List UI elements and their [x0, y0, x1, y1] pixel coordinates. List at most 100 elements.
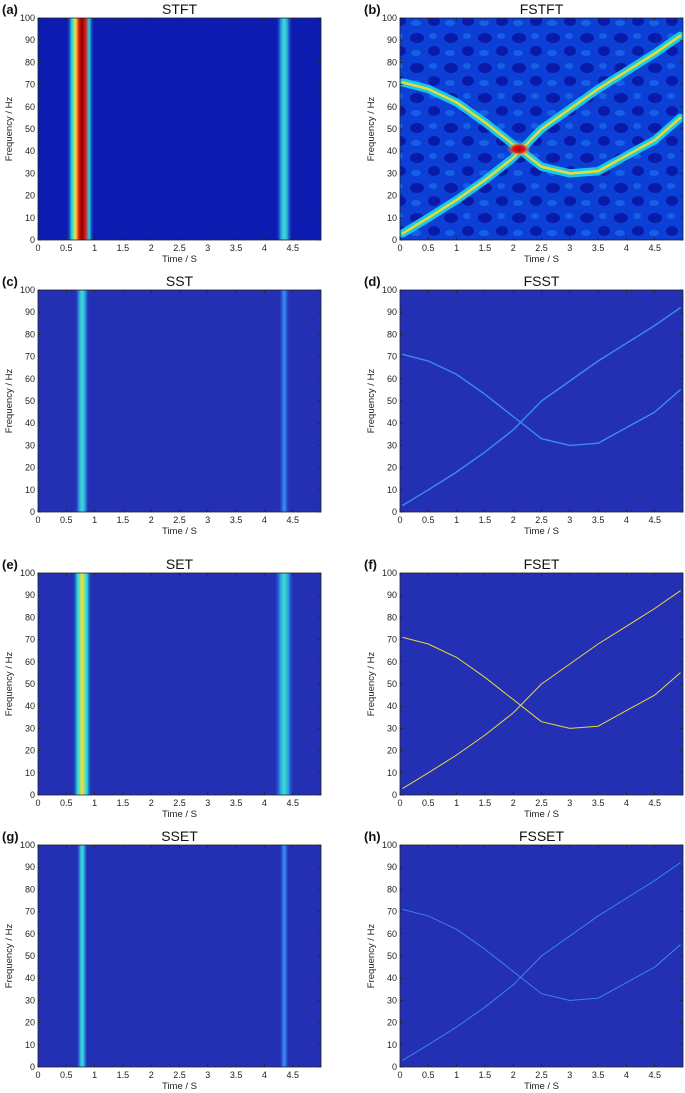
- x-tick-label: 3.5: [230, 515, 243, 525]
- x-tick-label: 0.5: [422, 243, 435, 253]
- y-tick-label: 30: [25, 168, 35, 178]
- panel-title: FSTFT: [520, 1, 564, 17]
- y-tick-label: 40: [387, 146, 397, 156]
- y-tick-label: 0: [392, 507, 397, 517]
- plot-area: [38, 845, 321, 1067]
- y-tick-label: 80: [25, 884, 35, 894]
- plot-area: [400, 845, 683, 1067]
- plot-area: [38, 290, 321, 512]
- vertical-band-0: [72, 573, 93, 795]
- y-tick-label: 20: [25, 191, 35, 201]
- x-tick-label: 4: [262, 1070, 267, 1080]
- x-tick-label: 4.5: [286, 243, 299, 253]
- panel-title: STFT: [162, 1, 197, 17]
- x-tick-label: 3.5: [592, 243, 605, 253]
- x-tick-label: 1: [454, 1070, 459, 1080]
- panel-fset: 0 0.5 1 1.5 2 2.5 3 3.5 4 4.5 0 10 20 30 40 50 60 70 80 90 1…: [364, 556, 684, 820]
- y-tick-label: 50: [25, 951, 35, 961]
- y-tick-label: 10: [25, 1040, 35, 1050]
- y-tick-label: 70: [387, 907, 397, 917]
- x-tick-label: 2.5: [173, 515, 186, 525]
- y-tick-label: 50: [387, 124, 397, 134]
- y-tick-label: 50: [25, 396, 35, 406]
- x-tick-label: 2: [149, 243, 154, 253]
- x-axis-label: Time / S: [524, 1081, 559, 1092]
- y-tick-label: 60: [387, 657, 397, 667]
- x-tick-label: 3: [567, 243, 572, 253]
- x-tick-label: 4.5: [648, 243, 661, 253]
- y-tick-label: 50: [387, 951, 397, 961]
- y-tick-label: 70: [25, 80, 35, 90]
- vertical-band-0: [66, 18, 95, 240]
- y-tick-label: 80: [25, 612, 35, 622]
- x-tick-label: 0.5: [60, 1070, 73, 1080]
- y-tick-label: 40: [25, 973, 35, 983]
- x-tick-label: 2: [511, 515, 516, 525]
- panel-fsset: 0 0.5 1 1.5 2 2.5 3 3.5 4 4.5 0 10 20 30 40 50 60 70 80 90 1…: [364, 828, 684, 1092]
- y-axis-label: Frequency / Hz: [4, 369, 15, 434]
- x-tick-label: 4: [262, 515, 267, 525]
- x-tick-label: 0: [35, 515, 40, 525]
- panel-label: (a): [2, 2, 18, 17]
- x-tick-label: 4.5: [648, 798, 661, 808]
- y-tick-label: 40: [25, 418, 35, 428]
- panel-fsst: 0 0.5 1 1.5 2 2.5 3 3.5 4 4.5 0 10 20 30 40 50 60 70 80 90 1…: [364, 273, 684, 537]
- x-tick-label: 2: [511, 1070, 516, 1080]
- y-axis-label: Frequency / Hz: [366, 652, 377, 717]
- x-tick-label: 3: [205, 1070, 210, 1080]
- y-tick-label: 10: [25, 768, 35, 778]
- y-tick-label: 10: [387, 213, 397, 223]
- y-tick-label: 100: [382, 285, 397, 295]
- y-tick-label: 0: [30, 235, 35, 245]
- x-tick-label: 1: [454, 243, 459, 253]
- panel-label: (b): [364, 2, 381, 17]
- y-tick-label: 100: [382, 568, 397, 578]
- y-tick-label: 100: [20, 840, 35, 850]
- vertical-band-1: [274, 573, 295, 795]
- panel-sset: 0 0.5 1 1.5 2 2.5 3 3.5 4 4.5 0 10 20 30 40 50 60 70 80 90 1…: [2, 828, 322, 1092]
- x-tick-label: 1: [92, 1070, 97, 1080]
- y-tick-label: 80: [25, 57, 35, 67]
- y-tick-label: 40: [387, 701, 397, 711]
- y-tick-label: 60: [25, 102, 35, 112]
- y-tick-label: 0: [392, 1062, 397, 1072]
- panel-label: (h): [364, 829, 381, 844]
- ridge-line-0: [401, 34, 682, 235]
- x-tick-label: 3.5: [230, 243, 243, 253]
- x-axis-label: Time / S: [162, 254, 197, 265]
- y-tick-label: 40: [387, 973, 397, 983]
- y-tick-label: 90: [25, 35, 35, 45]
- x-tick-label: 2.5: [535, 515, 548, 525]
- x-tick-label: 0: [35, 243, 40, 253]
- y-tick-label: 60: [25, 657, 35, 667]
- x-tick-label: 3.5: [592, 798, 605, 808]
- panel-title: FSET: [524, 556, 560, 572]
- y-tick-label: 0: [30, 1062, 35, 1072]
- ridge-line-1: [402, 908, 681, 1001]
- x-tick-label: 0.5: [60, 243, 73, 253]
- y-tick-label: 100: [382, 13, 397, 23]
- x-tick-label: 2: [511, 243, 516, 253]
- y-tick-label: 60: [25, 374, 35, 384]
- y-tick-label: 90: [25, 307, 35, 317]
- x-tick-label: 2.5: [173, 1070, 186, 1080]
- y-axis-label: Frequency / Hz: [4, 652, 15, 717]
- y-tick-label: 100: [382, 840, 397, 850]
- x-tick-label: 0: [397, 798, 402, 808]
- y-tick-label: 20: [387, 746, 397, 756]
- y-tick-label: 80: [387, 884, 397, 894]
- y-tick-label: 10: [387, 768, 397, 778]
- x-tick-label: 4.5: [286, 515, 299, 525]
- x-tick-label: 1: [92, 798, 97, 808]
- x-tick-label: 3.5: [230, 1070, 243, 1080]
- x-tick-label: 0: [35, 1070, 40, 1080]
- x-tick-label: 2.5: [535, 1070, 548, 1080]
- x-tick-label: 0.5: [422, 1070, 435, 1080]
- y-tick-label: 80: [387, 612, 397, 622]
- y-tick-label: 90: [387, 35, 397, 45]
- y-tick-label: 70: [387, 80, 397, 90]
- x-tick-label: 4.5: [648, 515, 661, 525]
- x-tick-label: 1.5: [117, 798, 130, 808]
- plot-area: [38, 573, 321, 795]
- x-tick-label: 2.5: [535, 243, 548, 253]
